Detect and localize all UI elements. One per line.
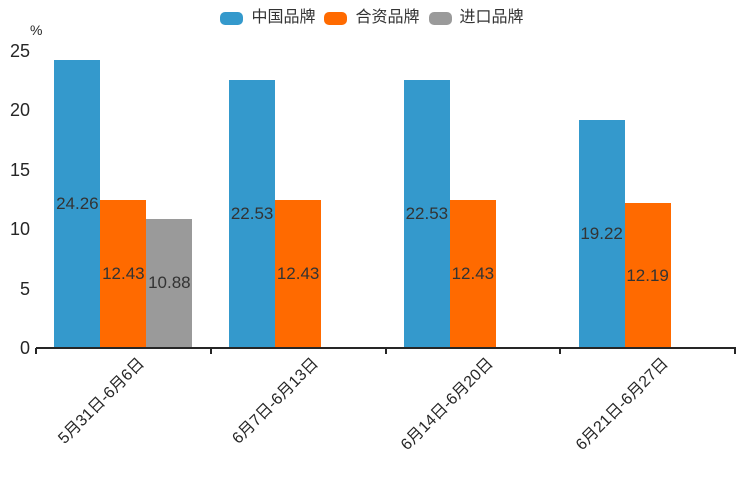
legend-swatch-icon <box>324 11 348 25</box>
bar[interactable] <box>275 200 322 348</box>
legend-item-china-brand[interactable]: 中国品牌 <box>218 8 317 28</box>
bar-value-label: 12.19 <box>626 265 669 285</box>
bar[interactable] <box>624 203 671 348</box>
legend-item-import-brand[interactable]: 进口品牌 <box>427 8 526 28</box>
y-axis-unit-label: % <box>30 22 43 38</box>
y-axis-tick-label: 15 <box>9 159 30 180</box>
bar-value-label: 22.53 <box>405 204 449 224</box>
bar-value-label: 24.26 <box>56 193 99 213</box>
bar-value-label: 12.43 <box>276 264 320 284</box>
y-axis-tick-label: 25 <box>9 41 30 61</box>
y-axis-tick-label: 10 <box>9 219 30 240</box>
legend-swatch-icon <box>220 11 244 25</box>
x-axis-tick <box>734 348 736 354</box>
y-axis-tick-label: 5 <box>19 278 30 299</box>
bar[interactable] <box>100 200 147 348</box>
bar[interactable] <box>54 59 101 348</box>
x-axis-category-label: 5月31日-6月6日 <box>54 355 148 448</box>
legend-label: 合资品牌 <box>355 9 420 26</box>
legend-swatch-icon <box>428 11 452 25</box>
bar[interactable] <box>403 80 450 348</box>
x-axis-tick <box>384 348 387 354</box>
x-axis-category-label: 6月14日-6月20日 <box>398 355 497 454</box>
bar-value-label: 12.43 <box>451 264 495 284</box>
x-axis-category-label: 6月21日-6月27日 <box>572 355 672 454</box>
legend-label: 进口品牌 <box>459 9 524 26</box>
legend-label: 中国品牌 <box>251 9 316 26</box>
bar[interactable] <box>449 200 496 348</box>
bar[interactable] <box>146 218 193 348</box>
bar-value-label: 12.43 <box>102 264 145 284</box>
x-axis-category-label: 6月7日-6月13日 <box>229 355 323 448</box>
bar-value-label: 22.53 <box>230 204 274 224</box>
chart-legend: 中国品牌 合资品牌 进口品牌 <box>0 8 744 28</box>
x-axis-tick <box>35 348 37 354</box>
bar[interactable] <box>229 80 276 348</box>
x-axis-tick <box>209 348 212 354</box>
bar[interactable] <box>578 119 625 348</box>
legend-item-joint-venture-brand[interactable]: 合资品牌 <box>322 8 421 28</box>
y-axis-tick-label: 20 <box>9 100 30 121</box>
bar-value-label: 19.22 <box>580 223 623 243</box>
y-axis-tick-label: 0 <box>19 338 30 358</box>
x-axis-tick <box>559 348 562 354</box>
bar-value-label: 10.88 <box>148 273 191 293</box>
